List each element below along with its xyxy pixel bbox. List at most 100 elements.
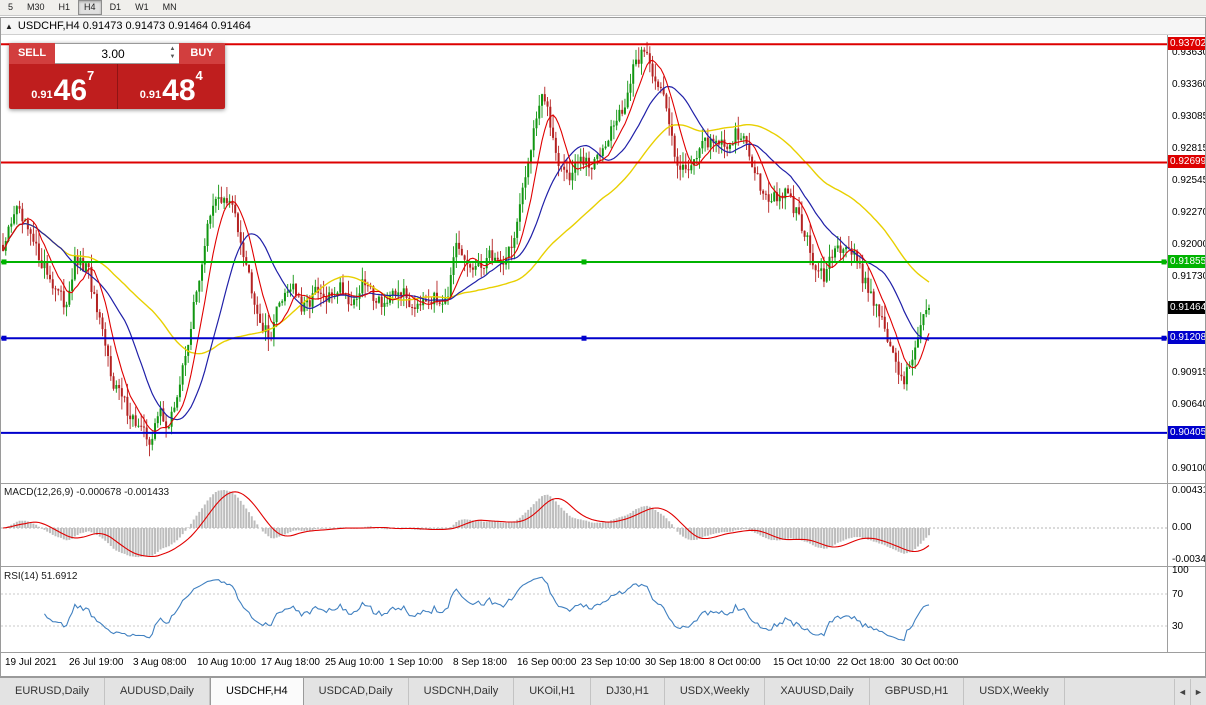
hline-handle[interactable] xyxy=(581,259,587,265)
macd-indicator-label: MACD(12,26,9) -0.000678 -0.001433 xyxy=(4,487,170,498)
one-click-trade-panel: SELL ▲ ▼ BUY 0.91 46 7 xyxy=(9,43,225,109)
macd-axis-label-1: 0.00 xyxy=(1172,522,1192,533)
ma-mid-line xyxy=(2,85,930,421)
price-tick-0.92815: 0.92815 xyxy=(1172,143,1205,154)
macd-signal-line xyxy=(2,491,930,558)
chart-window: ▲ USDCHF,H4 0.91473 0.91473 0.91464 0.91… xyxy=(0,17,1206,677)
tab-scroll-right-icon[interactable]: ► xyxy=(1190,678,1206,705)
hline-price-label-0.91855: 0.91855 xyxy=(1168,255,1205,268)
time-axis: 19 Jul 2021 26 Jul 19:00 3 Aug 08:00 10 Aug… xyxy=(1,656,1167,670)
price-tick-0.90915: 0.90915 xyxy=(1172,367,1205,378)
hline-price-label-0.91208: 0.91208 xyxy=(1168,331,1205,344)
buy-button[interactable]: BUY xyxy=(179,43,225,64)
time-axis-label: 30 Oct 00:00 xyxy=(901,657,959,668)
price-tick-0.93085: 0.93085 xyxy=(1172,111,1205,122)
chart-tab-USDCNH-Daily[interactable]: USDCNH,Daily xyxy=(409,678,515,705)
time-axis-label: 8 Sep 18:00 xyxy=(453,657,507,668)
chart-tab-USDCHF-H4[interactable]: USDCHF,H4 xyxy=(209,678,304,705)
tab-scroll-controls: ◄ ► xyxy=(1174,678,1206,705)
time-axis-label: 15 Oct 10:00 xyxy=(773,657,831,668)
lot-increase-icon[interactable]: ▲ xyxy=(169,46,176,52)
sell-price-pip: 7 xyxy=(87,68,95,83)
timeframe-button-M30[interactable]: M30 xyxy=(27,2,45,12)
price-tick-0.92545: 0.92545 xyxy=(1172,175,1205,186)
rsi-line xyxy=(44,576,930,642)
sell-price-big: 46 xyxy=(53,74,88,107)
ma-fast-line xyxy=(2,59,930,433)
price-tick-0.90640: 0.90640 xyxy=(1172,399,1205,410)
chart-tab-AUDUSD-Daily[interactable]: AUDUSD,Daily xyxy=(105,678,210,705)
rsi-axis-label-70: 70 xyxy=(1172,589,1184,600)
hline-price-label-0.92699: 0.92699 xyxy=(1168,155,1205,168)
chart-tab-DJ30-H1[interactable]: DJ30,H1 xyxy=(591,678,665,705)
timeframe-button-MN[interactable]: MN xyxy=(162,2,177,12)
time-axis-label: 1 Sep 10:00 xyxy=(389,657,443,668)
price-tick-0.93630: 0.93630 xyxy=(1172,47,1205,58)
chart-title: USDCHF,H4 0.91473 0.91473 0.91464 0.9146… xyxy=(17,20,251,32)
buy-price-big: 48 xyxy=(162,74,196,107)
time-axis-label: 25 Aug 10:00 xyxy=(325,657,384,668)
hline-handle[interactable] xyxy=(1,335,7,341)
time-axis-label: 19 Jul 2021 xyxy=(5,657,57,668)
candles-up-bodies xyxy=(4,49,930,445)
time-axis-label: 26 Jul 19:00 xyxy=(69,657,124,668)
sell-button[interactable]: SELL xyxy=(9,43,55,64)
hline-price-label-0.93702: 0.93702 xyxy=(1168,37,1205,50)
timeframe-button-H4[interactable]: H4 xyxy=(78,0,102,15)
price-tick-0.90100: 0.90100 xyxy=(1172,463,1205,474)
macd-axis-label-0: 0.00431 xyxy=(1172,485,1205,496)
time-axis-label: 30 Sep 18:00 xyxy=(645,657,705,668)
current-price-label: 0.91464 xyxy=(1168,301,1205,314)
hline-handle[interactable] xyxy=(1161,335,1167,341)
buy-price-prefix: 0.91 xyxy=(139,89,162,101)
lot-decrease-icon[interactable]: ▼ xyxy=(169,54,176,60)
hline-handle[interactable] xyxy=(581,335,587,341)
chart-tab-EURUSD-Daily[interactable]: EURUSD,Daily xyxy=(0,678,105,705)
hline-handle[interactable] xyxy=(1161,259,1167,265)
time-axis-label: 10 Aug 10:00 xyxy=(197,657,256,668)
rsi-axis-label-100: 100 xyxy=(1172,565,1189,576)
price-tick-0.91730: 0.91730 xyxy=(1172,271,1205,282)
timeframe-button-D1[interactable]: D1 xyxy=(109,2,122,12)
buy-price-pip: 4 xyxy=(195,68,203,83)
price-tick-0.92270: 0.92270 xyxy=(1172,207,1205,218)
price-tick-0.93360: 0.93360 xyxy=(1172,79,1205,90)
time-axis-label: 16 Sep 00:00 xyxy=(517,657,577,668)
time-axis-label: 8 Oct 00:00 xyxy=(709,657,761,668)
sell-price-prefix: 0.91 xyxy=(31,89,53,101)
chart-title-bar: ▲ USDCHF,H4 0.91473 0.91473 0.91464 0.91… xyxy=(1,18,1205,35)
buy-price-display[interactable]: 0.91 48 4 xyxy=(118,64,226,109)
chart-tab-XAUUSD-Daily[interactable]: XAUUSD,Daily xyxy=(765,678,870,705)
lot-size-input[interactable] xyxy=(55,44,179,63)
chart-tab-USDX-Weekly[interactable]: USDX,Weekly xyxy=(665,678,766,705)
timeframe-toolbar: 5 M30 H1 H4 D1 W1 MN xyxy=(0,0,1206,16)
chart-tab-GBPUSD-H1[interactable]: GBPUSD,H1 xyxy=(870,678,965,705)
timeframe-button-H1[interactable]: H1 xyxy=(58,2,71,12)
sell-price-display[interactable]: 0.91 46 7 xyxy=(9,64,117,109)
rsi-axis-label-30: 30 xyxy=(1172,621,1184,632)
macd-axis-label-2: -0.00340 xyxy=(1172,554,1205,565)
time-axis-label: 3 Aug 08:00 xyxy=(133,657,187,668)
chart-tab-UKOil-H1[interactable]: UKOil,H1 xyxy=(514,678,592,705)
chart-tab-USDX-Weekly[interactable]: USDX,Weekly xyxy=(964,678,1065,705)
lot-size-field: ▲ ▼ xyxy=(55,43,179,64)
price-axis: 0.93630 0.93360 0.93085 0.92815 0.92545 0.922… xyxy=(1167,35,1205,676)
chart-area: MACD(12,26,9) -0.000678 -0.001433 RSI(14… xyxy=(1,35,1205,676)
time-axis-label: 17 Aug 18:00 xyxy=(261,657,320,668)
chart-window-icon: ▲ xyxy=(5,21,13,31)
hline-handle[interactable] xyxy=(1,259,7,265)
chart-canvas[interactable] xyxy=(1,35,1205,676)
ma-slow-line xyxy=(2,123,930,355)
chart-tab-USDCAD-Daily[interactable]: USDCAD,Daily xyxy=(304,678,409,705)
chart-tab-bar: EURUSD,Daily AUDUSD,Daily USDCHF,H4 USDCAD,… xyxy=(0,677,1206,705)
time-axis-label: 23 Sep 10:00 xyxy=(581,657,641,668)
timeframe-button-W1[interactable]: W1 xyxy=(135,2,149,12)
rsi-indicator-label: RSI(14) 51.6912 xyxy=(4,571,78,582)
trade-panel-divider xyxy=(116,64,118,109)
timeframe-button-5[interactable]: 5 xyxy=(8,2,14,12)
tab-scroll-left-icon[interactable]: ◄ xyxy=(1174,678,1190,705)
time-axis-label: 22 Oct 18:00 xyxy=(837,657,895,668)
price-tick-0.92000: 0.92000 xyxy=(1172,239,1205,250)
hline-price-label-0.90405: 0.90405 xyxy=(1168,426,1205,439)
